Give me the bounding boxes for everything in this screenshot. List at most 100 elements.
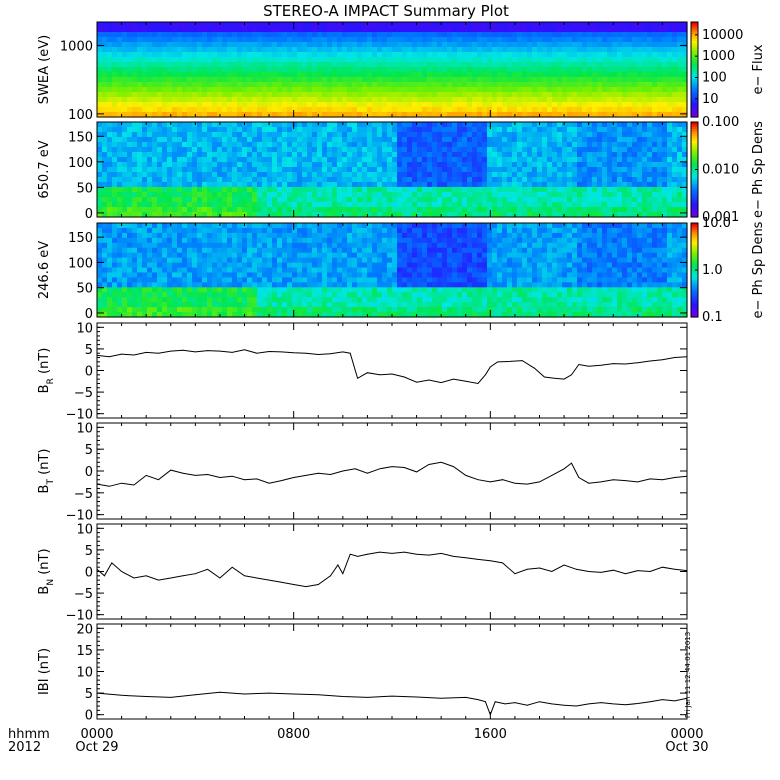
heatmap-cell	[277, 157, 283, 163]
heatmap-cell	[102, 187, 108, 193]
heatmap-cell	[332, 27, 338, 33]
heatmap-cell	[122, 147, 128, 153]
heatmap-cell	[672, 147, 678, 153]
heatmap-cell	[322, 187, 328, 193]
heatmap-cell	[547, 127, 553, 133]
heatmap-cell	[397, 102, 403, 108]
heatmap-cell	[592, 107, 598, 113]
heatmap-cell	[657, 32, 663, 38]
heatmap-cell	[537, 142, 543, 148]
heatmap-cell	[372, 22, 378, 28]
heatmap-cell	[617, 92, 623, 98]
heatmap-cell	[467, 32, 473, 38]
heatmap-cell	[467, 72, 473, 78]
heatmap-cell	[297, 207, 303, 213]
heatmap-cell	[172, 137, 178, 143]
heatmap-cell	[402, 182, 408, 188]
heatmap-cell	[667, 67, 673, 73]
heatmap-cell	[667, 142, 673, 148]
heatmap-cell	[182, 157, 188, 163]
heatmap-cell	[432, 107, 438, 113]
heatmap-cell	[572, 167, 578, 173]
heatmap-cell	[107, 147, 113, 153]
heatmap-cell	[437, 87, 443, 93]
heatmap-cell	[492, 182, 498, 188]
heatmap-cell	[242, 182, 248, 188]
heatmap-cell	[672, 42, 678, 48]
heatmap-cell	[532, 147, 538, 153]
heatmap-cell	[597, 157, 603, 163]
heatmap-cell	[307, 132, 313, 138]
heatmap-cell	[217, 192, 223, 198]
heatmap-cell	[222, 122, 228, 128]
heatmap-cell	[567, 122, 573, 128]
heatmap-cell	[312, 192, 318, 198]
heatmap-cell	[517, 107, 523, 113]
heatmap-cell	[542, 92, 548, 98]
heatmap-cell	[277, 82, 283, 88]
heatmap-cell	[472, 197, 478, 203]
heatmap-cell	[222, 212, 228, 218]
heatmap-cell	[502, 177, 508, 183]
heatmap-cell	[127, 207, 133, 213]
heatmap-cell	[322, 177, 328, 183]
heatmap-cell	[667, 192, 673, 198]
heatmap-cell	[122, 247, 128, 254]
heatmap-cell	[117, 52, 123, 58]
heatmap-cell	[337, 172, 343, 178]
heatmap-cell	[682, 202, 688, 208]
heatmap-cell	[482, 27, 488, 33]
heatmap-cell	[582, 202, 588, 208]
heatmap-cell	[622, 32, 628, 38]
heatmap-cell	[682, 107, 688, 113]
heatmap-cell	[97, 77, 103, 83]
colorbar-swatch	[691, 79, 698, 82]
heatmap-cell	[282, 127, 288, 133]
heatmap-cell	[557, 47, 563, 53]
heatmap-cell	[617, 62, 623, 68]
heatmap-cell	[422, 207, 428, 213]
heatmap-cell	[212, 132, 218, 138]
heatmap-cell	[622, 82, 628, 88]
heatmap-cell	[312, 127, 318, 133]
heatmap-cell	[627, 157, 633, 163]
heatmap-cell	[357, 52, 363, 58]
heatmap-cell	[437, 77, 443, 83]
heatmap-cell	[522, 167, 528, 173]
heatmap-cell	[112, 307, 118, 313]
heatmap-cell	[382, 142, 388, 148]
heatmap-cell	[507, 82, 513, 88]
heatmap-cell	[647, 22, 653, 28]
heatmap-cell	[602, 182, 608, 188]
heatmap-cell	[262, 57, 268, 63]
heatmap-cell	[452, 102, 458, 108]
heatmap-cell	[417, 72, 423, 78]
heatmap-cell	[142, 107, 148, 113]
heatmap-cell	[637, 72, 643, 78]
heatmap-cell	[627, 192, 633, 198]
heatmap-cell	[557, 97, 563, 103]
heatmap-cell	[112, 102, 118, 108]
heatmap-cell	[122, 162, 128, 168]
heatmap-cell	[472, 22, 478, 28]
heatmap-cell	[162, 67, 168, 73]
heatmap-cell	[457, 157, 463, 163]
heatmap-cell	[422, 132, 428, 138]
heatmap-cell	[407, 127, 413, 133]
heatmap-cell	[377, 92, 383, 98]
heatmap-cell	[617, 127, 623, 133]
heatmap-cell	[302, 157, 308, 163]
heatmap-cell	[312, 27, 318, 33]
y-tick-label: 50	[76, 181, 93, 196]
heatmap-cell	[252, 157, 258, 163]
heatmap-cell	[542, 202, 548, 208]
heatmap-cell	[217, 67, 223, 73]
heatmap-cell	[652, 47, 658, 53]
heatmap-cell	[547, 57, 553, 63]
heatmap-cell	[132, 302, 138, 308]
heatmap-cell	[222, 107, 228, 113]
heatmap-cell	[367, 152, 373, 158]
heatmap-cell	[587, 152, 593, 158]
heatmap-cell	[252, 197, 258, 203]
heatmap-cell	[682, 162, 688, 168]
